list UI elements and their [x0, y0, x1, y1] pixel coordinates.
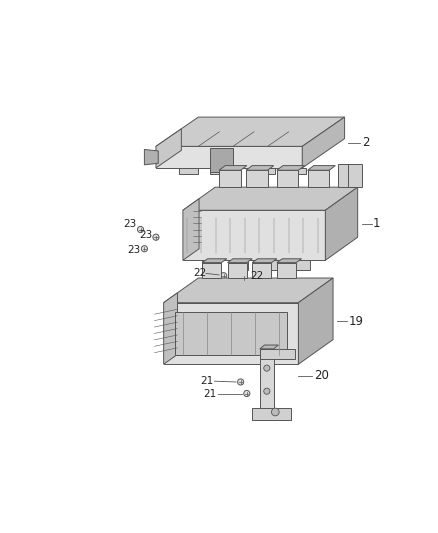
Polygon shape [164, 278, 333, 303]
Polygon shape [183, 187, 358, 210]
Polygon shape [298, 278, 333, 364]
Polygon shape [246, 166, 274, 170]
Polygon shape [145, 149, 158, 165]
Circle shape [237, 379, 244, 385]
Text: 22: 22 [250, 271, 263, 281]
Text: 20: 20 [314, 369, 328, 382]
Text: 21: 21 [204, 389, 217, 399]
Circle shape [264, 388, 270, 394]
Polygon shape [179, 168, 198, 174]
Polygon shape [260, 349, 274, 414]
Polygon shape [277, 259, 301, 263]
Text: 19: 19 [349, 314, 364, 328]
Circle shape [141, 246, 148, 252]
Polygon shape [302, 117, 345, 168]
Polygon shape [264, 260, 279, 270]
Polygon shape [307, 170, 329, 187]
Polygon shape [156, 117, 345, 147]
Polygon shape [202, 259, 227, 263]
Circle shape [221, 273, 227, 279]
Polygon shape [228, 263, 247, 278]
Text: 23: 23 [139, 230, 152, 240]
Polygon shape [164, 303, 298, 364]
Polygon shape [164, 293, 177, 364]
Polygon shape [260, 345, 279, 349]
Text: 2: 2 [362, 136, 370, 149]
Polygon shape [202, 263, 221, 278]
Polygon shape [277, 263, 296, 278]
Text: 23: 23 [127, 245, 141, 255]
Circle shape [264, 365, 270, 371]
Circle shape [153, 234, 159, 240]
Polygon shape [256, 168, 276, 174]
Circle shape [138, 227, 144, 232]
Polygon shape [210, 168, 229, 174]
Text: 22: 22 [193, 269, 206, 278]
Polygon shape [219, 170, 240, 187]
Polygon shape [287, 168, 306, 174]
Polygon shape [175, 312, 287, 355]
Polygon shape [228, 259, 252, 263]
Circle shape [244, 391, 250, 397]
Polygon shape [348, 164, 361, 187]
Polygon shape [294, 260, 310, 270]
Polygon shape [252, 263, 272, 278]
Polygon shape [277, 170, 298, 187]
Circle shape [272, 408, 279, 416]
Polygon shape [339, 164, 352, 187]
Polygon shape [246, 170, 268, 187]
Polygon shape [233, 260, 248, 270]
Polygon shape [202, 260, 218, 270]
Polygon shape [219, 166, 247, 170]
Polygon shape [183, 199, 199, 260]
Circle shape [241, 275, 247, 281]
Text: 1: 1 [373, 217, 381, 230]
Polygon shape [210, 148, 233, 172]
Polygon shape [252, 408, 291, 421]
Polygon shape [156, 129, 181, 168]
Text: 21: 21 [201, 376, 214, 386]
Polygon shape [183, 210, 325, 260]
Polygon shape [252, 259, 277, 263]
Polygon shape [260, 349, 294, 359]
Polygon shape [307, 166, 336, 170]
Polygon shape [277, 166, 304, 170]
Polygon shape [325, 187, 358, 260]
Text: 23: 23 [124, 219, 137, 229]
Polygon shape [156, 147, 302, 168]
